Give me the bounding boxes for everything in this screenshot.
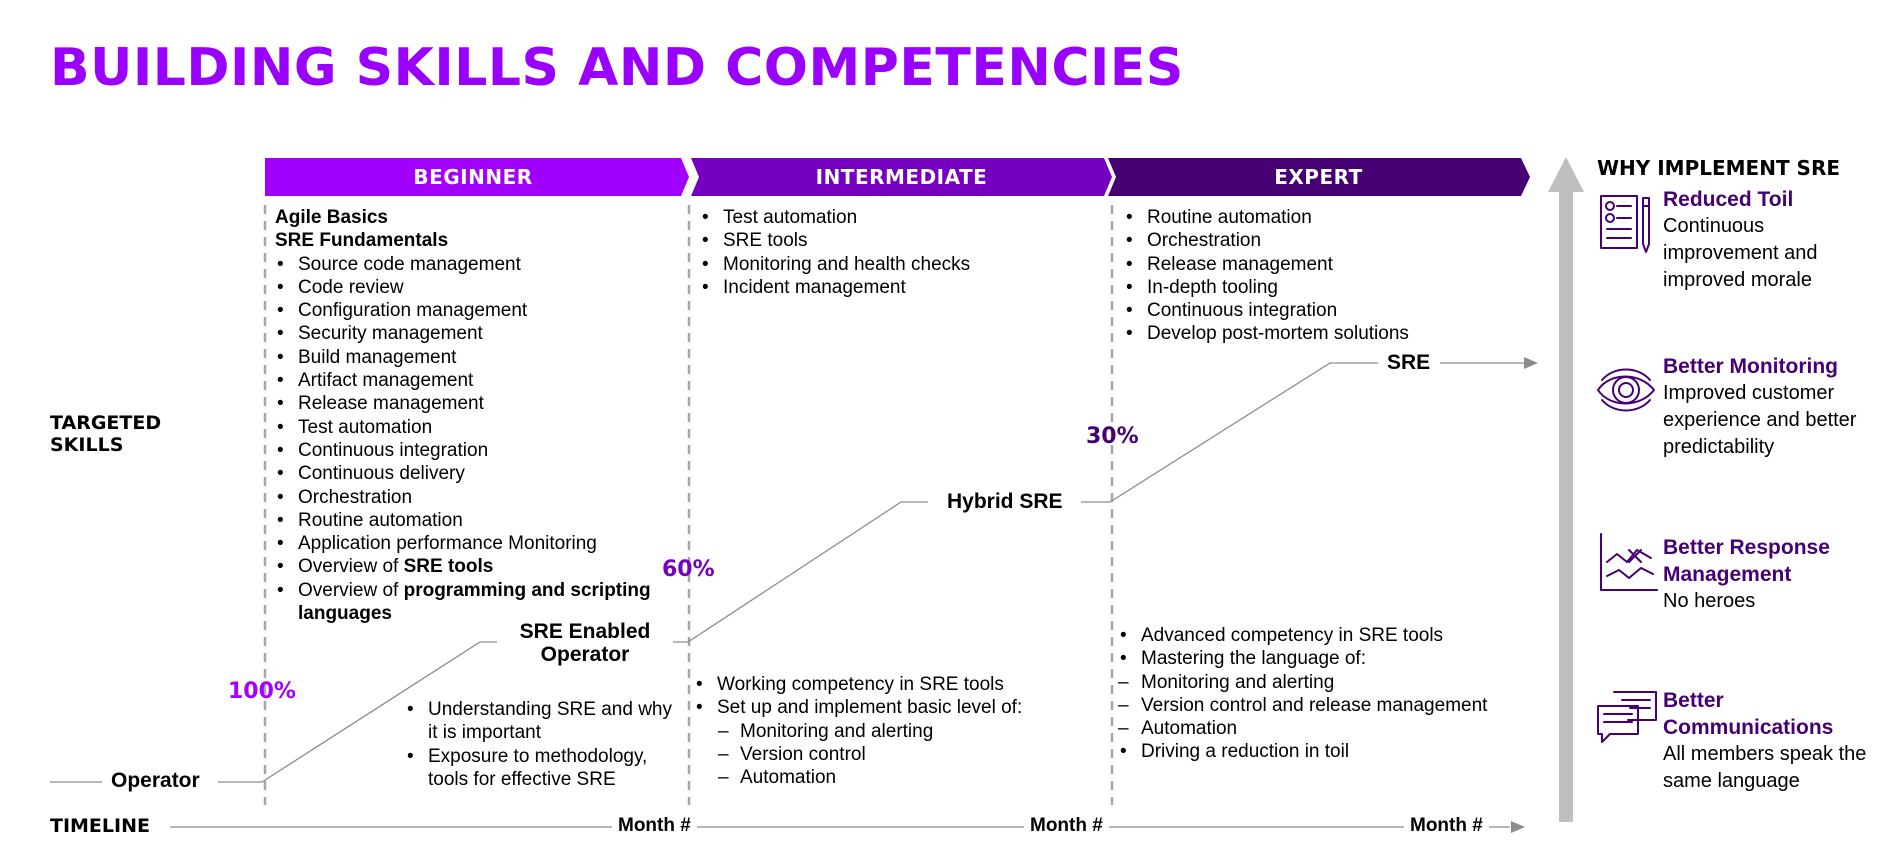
- list-item: Understanding SRE and why it is importan…: [405, 698, 680, 745]
- list-item: Version control: [694, 743, 1104, 767]
- list-item: Develop post-mortem solutions: [1124, 322, 1524, 346]
- timeline-month: Month #: [612, 815, 697, 837]
- list-item-bold: SRE tools: [403, 556, 494, 578]
- trend-chart-icon: [1600, 533, 1658, 591]
- list-item: Routine automation: [1124, 206, 1524, 230]
- beginner-skill-list: Source code management Code review Confi…: [275, 253, 680, 626]
- progress-arrowhead: [1524, 357, 1538, 369]
- list-item: Set up and implement basic level of:: [694, 696, 1104, 720]
- stage-operator: Operator: [111, 769, 200, 792]
- list-item: Build management: [275, 346, 680, 370]
- benefit-desc: All members speak the same language: [1663, 743, 1867, 792]
- phase-label-beginner: BEGINNER: [413, 165, 533, 189]
- chat-icon: [1597, 691, 1657, 743]
- list-item: Incident management: [700, 276, 1100, 300]
- benefit-desc: Improved customer experience and better …: [1663, 382, 1857, 458]
- list-item: Routine automation: [275, 509, 680, 533]
- timeline-label: TIMELINE: [50, 815, 150, 837]
- stage-sre-enabled-operator: SRE Enabled Operator: [519, 620, 651, 666]
- list-item: Overview of programming and scripting la…: [275, 579, 680, 626]
- benefit-title: Better Response Management: [1663, 536, 1830, 586]
- intermediate-chevron: [691, 158, 1112, 196]
- checklist-icon: [1600, 195, 1650, 253]
- benefit-desc: Continuous improvement and improved mora…: [1663, 215, 1818, 291]
- list-item: Monitoring and alerting: [694, 720, 1104, 744]
- list-item: Automation: [1118, 717, 1518, 741]
- percent-beginner: 100%: [228, 679, 296, 704]
- list-item: Driving a reduction in toil: [1118, 740, 1518, 764]
- eye-icon: [1597, 368, 1655, 412]
- list-item: Continuous integration: [275, 439, 680, 463]
- benefit-desc: No heroes: [1663, 590, 1756, 612]
- list-item-bold: programming and scripting languages: [298, 579, 651, 625]
- stage-hybrid-sre: Hybrid SRE: [947, 490, 1063, 513]
- list-item: Mastering the language of:: [1118, 647, 1518, 671]
- list-item: Test automation: [275, 416, 680, 440]
- list-item-prefix: Overview of: [298, 556, 404, 578]
- timeline-arrowhead: [1511, 821, 1525, 833]
- benefit-reduced-toil: Reduced Toil Continuous improvement and …: [1663, 186, 1873, 294]
- list-item: Release management: [1124, 253, 1524, 277]
- beginner-chevron: [265, 158, 689, 196]
- percent-intermediate: 60%: [662, 557, 715, 582]
- list-item: Orchestration: [275, 486, 680, 510]
- list-item: Automation: [694, 766, 1104, 790]
- expert-competency-list: Advanced competency in SRE tools Masteri…: [1118, 624, 1518, 764]
- timeline-month: Month #: [1024, 815, 1109, 837]
- list-item: Release management: [275, 392, 680, 416]
- list-item: Monitoring and health checks: [700, 253, 1100, 277]
- progress-path-segment: [218, 641, 497, 783]
- progress-path-segment: [673, 501, 928, 643]
- list-item: Test automation: [700, 206, 1100, 230]
- stage-sre: SRE: [1387, 351, 1431, 374]
- list-item: Source code management: [275, 253, 680, 277]
- intermediate-skill-list: Test automation SRE tools Monitoring and…: [700, 206, 1100, 299]
- list-item: Configuration management: [275, 299, 680, 323]
- progress-path-segment: [1081, 362, 1378, 503]
- list-item: Exposure to methodology, tools for effec…: [405, 745, 680, 792]
- list-item: SRE tools: [700, 229, 1100, 253]
- benefit-better-monitoring: Better Monitoring Improved customer expe…: [1663, 353, 1883, 461]
- value-arrow-head: [1548, 157, 1584, 192]
- list-item: Continuous integration: [1124, 299, 1524, 323]
- benefit-better-communications: Better Communications All members speak …: [1663, 687, 1873, 795]
- intermediate-competency-list: Working competency in SRE tools Set up a…: [694, 673, 1104, 790]
- benefit-title: Reduced Toil: [1663, 188, 1794, 211]
- benefit-title: Better Communications: [1663, 689, 1834, 739]
- list-item: Working competency in SRE tools: [694, 673, 1104, 697]
- value-arrow-shaft: [1559, 190, 1573, 822]
- list-item: Version control and release management: [1118, 694, 1518, 718]
- expert-skill-list: Routine automation Orchestration Release…: [1124, 206, 1524, 346]
- list-item: Continuous delivery: [275, 462, 680, 486]
- list-item: Artifact management: [275, 369, 680, 393]
- list-item: Overview of SRE tools: [275, 555, 680, 579]
- list-item: Advanced competency in SRE tools: [1118, 624, 1518, 648]
- list-item: In-depth tooling: [1124, 276, 1524, 300]
- list-item: Code review: [275, 276, 680, 300]
- beginner-competency-list: Understanding SRE and why it is importan…: [405, 698, 680, 791]
- expert-chevron: [1108, 158, 1530, 196]
- targeted-skills-label: TARGETED SKILLS: [50, 412, 162, 456]
- timeline-month: Month #: [1404, 815, 1489, 837]
- phase-label-expert: EXPERT: [1274, 165, 1363, 189]
- why-implement-title: WHY IMPLEMENT SRE: [1597, 156, 1841, 180]
- list-item: Orchestration: [1124, 229, 1524, 253]
- list-item: Security management: [275, 322, 680, 346]
- skill-heading: Agile Basics: [275, 207, 388, 228]
- skill-heading: SRE Fundamentals: [275, 230, 449, 252]
- beginner-skills: Agile Basics SRE Fundamentals Source cod…: [275, 206, 680, 625]
- list-item-prefix: Overview of: [298, 579, 404, 601]
- benefit-title: Better Monitoring: [1663, 355, 1838, 378]
- phase-label-intermediate: INTERMEDIATE: [815, 165, 988, 189]
- benefit-better-response: Better Response Management No heroes: [1663, 534, 1873, 615]
- percent-expert: 30%: [1086, 424, 1139, 449]
- list-item: Monitoring and alerting: [1118, 671, 1518, 695]
- page-title: BUILDING SKILLS AND COMPETENCIES: [50, 38, 1184, 98]
- list-item: Application performance Monitoring: [275, 532, 680, 556]
